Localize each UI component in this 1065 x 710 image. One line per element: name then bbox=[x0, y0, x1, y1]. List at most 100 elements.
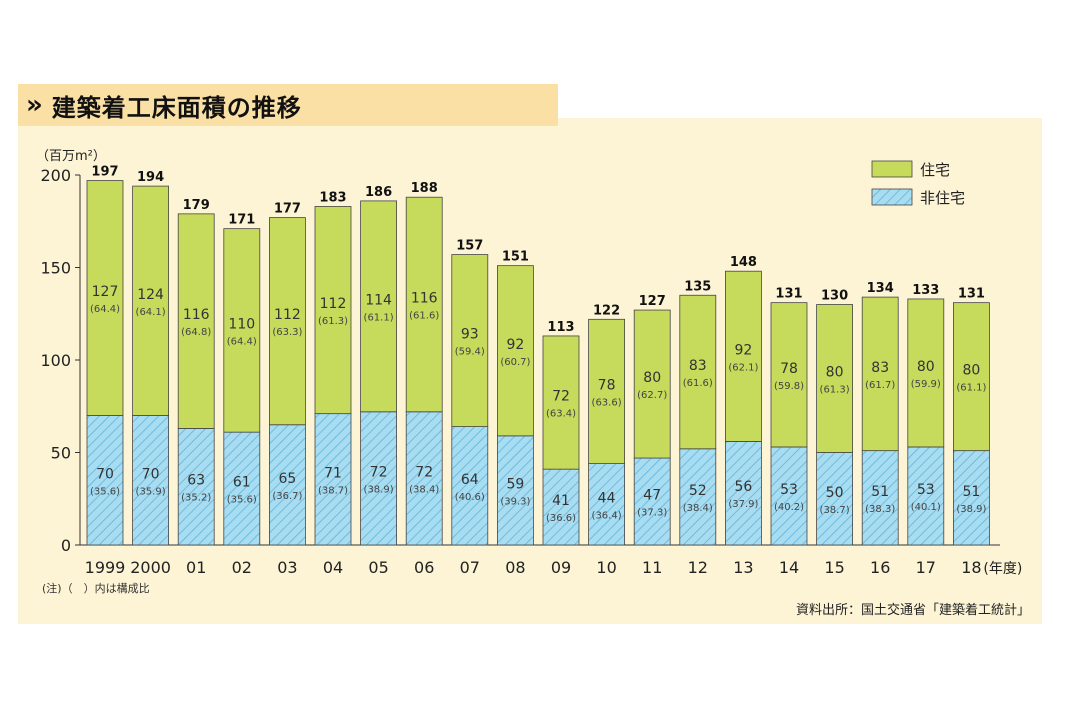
non-residential-value-label: 70 bbox=[142, 466, 160, 482]
x-tick-label: 01 bbox=[186, 558, 206, 577]
y-tick-label: 150 bbox=[40, 259, 71, 278]
residential-value-label: 93 bbox=[461, 327, 479, 343]
non-residential-value-label: 65 bbox=[278, 471, 296, 487]
bar-non-residential bbox=[405, 411, 443, 546]
residential-share-label: (64.1) bbox=[136, 307, 166, 318]
non-residential-share-label: (40.1) bbox=[911, 502, 941, 513]
non-residential-share-label: (36.4) bbox=[592, 510, 622, 521]
x-tick-label: 2000 bbox=[130, 558, 171, 577]
bar-residential bbox=[223, 228, 261, 433]
non-residential-share-label: (38.4) bbox=[683, 503, 713, 514]
legend-swatch-non-residential bbox=[871, 188, 913, 206]
non-residential-share-label: (36.6) bbox=[546, 513, 576, 524]
x-tick-label: 1999 bbox=[85, 558, 126, 577]
bar-non-residential bbox=[679, 448, 717, 546]
residential-share-label: (63.3) bbox=[272, 327, 302, 338]
x-tick-label: 18 bbox=[961, 558, 981, 577]
bar-residential bbox=[132, 185, 170, 416]
residential-value-label: 72 bbox=[552, 389, 570, 405]
non-residential-value-label: 72 bbox=[370, 464, 388, 480]
residential-value-label: 116 bbox=[411, 291, 438, 307]
non-residential-value-label: 51 bbox=[871, 484, 889, 500]
bar-non-residential bbox=[86, 415, 124, 546]
total-label: 131 bbox=[775, 287, 802, 302]
total-label: 194 bbox=[137, 170, 164, 185]
total-label: 148 bbox=[730, 255, 757, 270]
bar-residential bbox=[360, 200, 398, 413]
non-residential-value-label: 71 bbox=[324, 465, 342, 481]
x-tick-label: 03 bbox=[277, 558, 297, 577]
bar-residential bbox=[725, 270, 762, 442]
legend-label-residential: 住宅 bbox=[920, 161, 950, 179]
bar-residential bbox=[86, 180, 124, 416]
x-tick-label: 05 bbox=[368, 558, 388, 577]
residential-share-label: (59.9) bbox=[911, 379, 941, 390]
residential-share-label: (61.6) bbox=[683, 378, 713, 389]
chart-title: » 建築着工床面積の推移 bbox=[26, 86, 302, 124]
bar-non-residential bbox=[588, 463, 625, 546]
bar-non-residential bbox=[451, 426, 489, 546]
non-residential-share-label: (38.7) bbox=[318, 485, 348, 496]
residential-share-label: (61.1) bbox=[364, 312, 394, 323]
residential-value-label: 78 bbox=[780, 361, 798, 377]
non-residential-value-label: 53 bbox=[780, 482, 798, 498]
residential-share-label: (63.4) bbox=[546, 409, 576, 420]
total-label: 177 bbox=[274, 202, 301, 217]
total-label: 186 bbox=[365, 185, 392, 200]
residential-share-label: (60.7) bbox=[500, 357, 530, 368]
bar-non-residential bbox=[314, 413, 352, 546]
x-tick-label: 16 bbox=[870, 558, 890, 577]
residential-value-label: 83 bbox=[871, 360, 889, 376]
residential-value-label: 78 bbox=[598, 377, 616, 393]
bar-residential bbox=[816, 304, 853, 453]
bar-residential bbox=[861, 296, 899, 452]
bar-residential bbox=[405, 196, 443, 413]
residential-value-label: 116 bbox=[183, 307, 210, 323]
footnote: (注)（ ）内は構成比 bbox=[42, 581, 150, 595]
residential-value-label: 80 bbox=[962, 363, 980, 379]
non-residential-share-label: (38.9) bbox=[956, 504, 986, 515]
y-tick-label: 50 bbox=[51, 444, 71, 463]
bar-non-residential bbox=[816, 452, 853, 546]
residential-value-label: 92 bbox=[734, 342, 752, 358]
residential-value-label: 83 bbox=[689, 358, 707, 374]
bar-residential bbox=[496, 265, 534, 437]
legend-label-non-residential: 非住宅 bbox=[920, 189, 965, 207]
non-residential-share-label: (40.2) bbox=[774, 502, 804, 513]
x-axis-unit-label: (年度) bbox=[983, 561, 1022, 577]
x-tick-label: 11 bbox=[642, 558, 662, 577]
total-label: 113 bbox=[547, 320, 574, 335]
bar-residential bbox=[633, 309, 671, 459]
x-tick-label: 04 bbox=[323, 558, 343, 577]
x-tick-label: 13 bbox=[733, 558, 753, 577]
total-label: 131 bbox=[958, 287, 985, 302]
total-label: 197 bbox=[91, 165, 118, 180]
non-residential-value-label: 52 bbox=[689, 483, 707, 499]
residential-value-label: 110 bbox=[228, 316, 255, 332]
chart-title-text: 建築着工床面積の推移 bbox=[51, 93, 302, 122]
non-residential-value-label: 63 bbox=[187, 473, 205, 489]
residential-share-label: (63.6) bbox=[592, 397, 622, 408]
residential-value-label: 80 bbox=[917, 359, 935, 375]
non-residential-share-label: (36.7) bbox=[272, 491, 302, 502]
non-residential-value-label: 50 bbox=[826, 485, 844, 501]
non-residential-value-label: 72 bbox=[415, 464, 433, 480]
non-residential-share-label: (35.9) bbox=[136, 486, 166, 497]
y-axis-label: （百万m²） bbox=[36, 149, 106, 164]
bar-residential bbox=[314, 206, 352, 415]
non-residential-value-label: 64 bbox=[461, 472, 479, 488]
total-label: 134 bbox=[867, 281, 894, 296]
title-band bbox=[18, 84, 558, 126]
residential-share-label: (61.7) bbox=[865, 380, 895, 391]
residential-share-label: (61.3) bbox=[820, 385, 850, 396]
legend-swatch-residential bbox=[871, 160, 913, 178]
bar-non-residential bbox=[633, 457, 671, 546]
non-residential-value-label: 59 bbox=[506, 476, 524, 492]
y-tick-label: 100 bbox=[40, 351, 71, 370]
x-tick-label: 09 bbox=[551, 558, 571, 577]
residential-share-label: (64.4) bbox=[90, 304, 120, 315]
residential-share-label: (61.3) bbox=[318, 316, 348, 327]
y-tick-label: 0 bbox=[61, 536, 71, 555]
non-residential-share-label: (37.9) bbox=[728, 499, 758, 510]
